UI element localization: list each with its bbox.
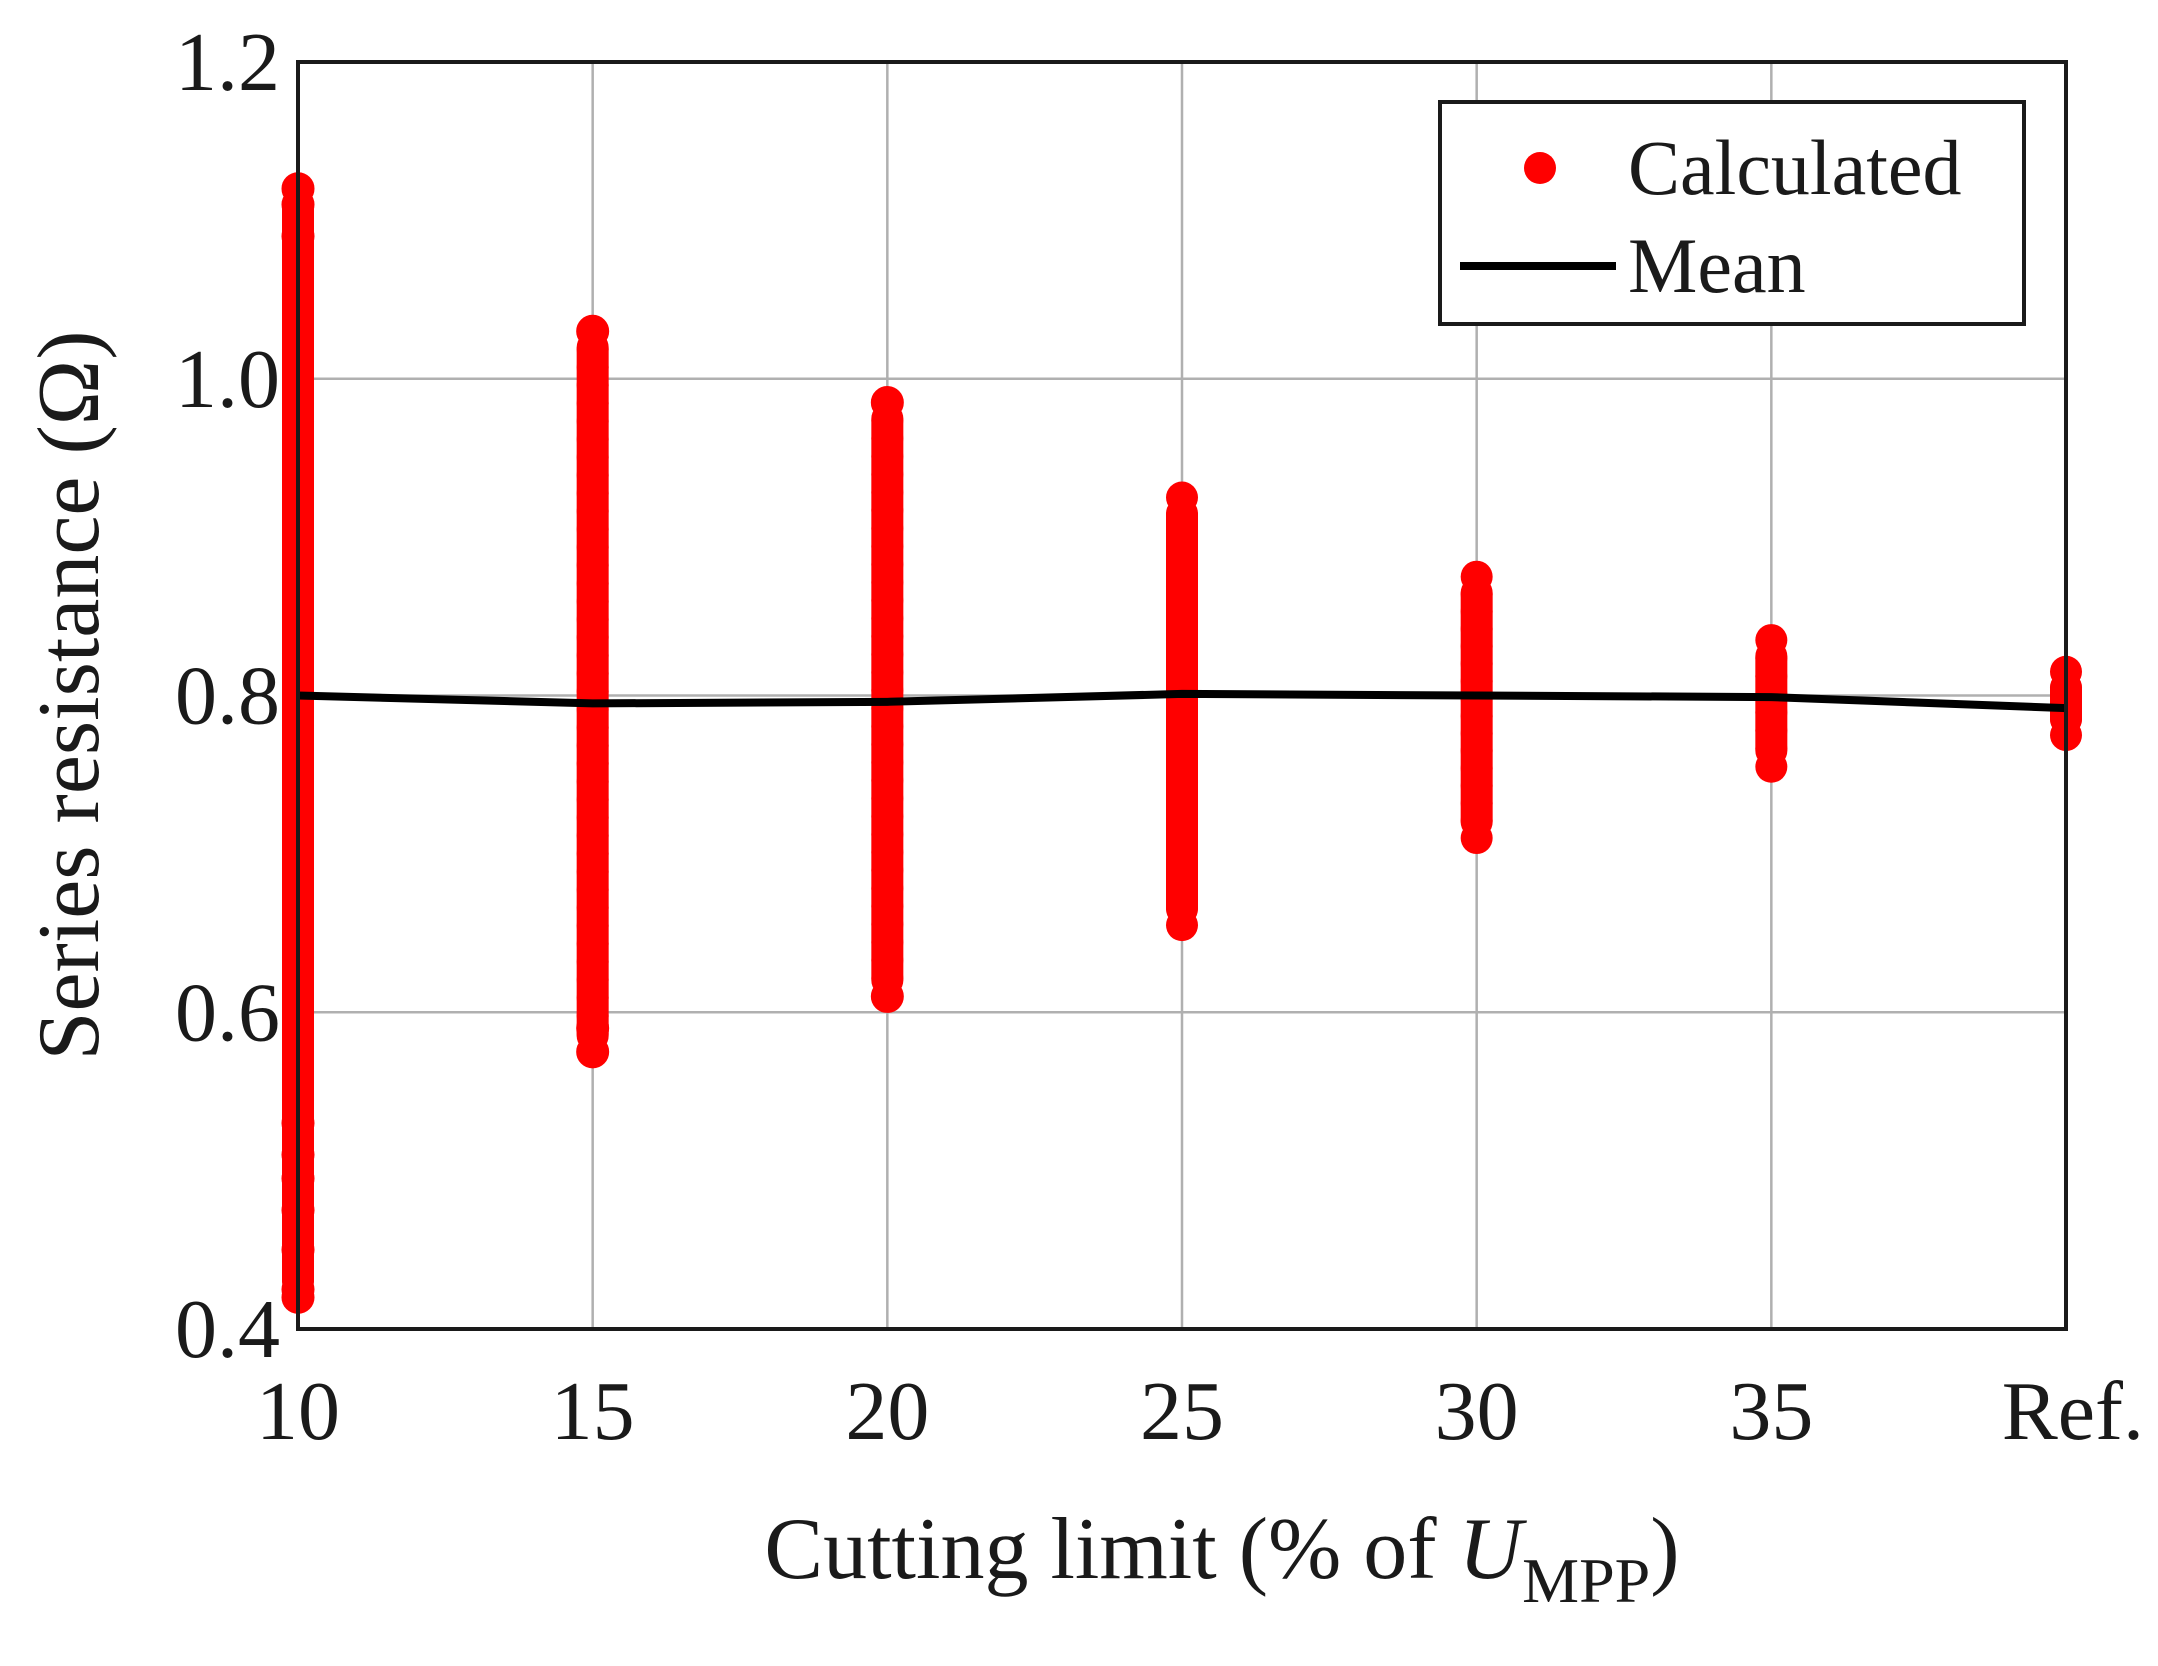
x-tick-label: 30 [1435,1365,1519,1458]
calculated-outlier-point [576,314,610,348]
legend-box [1438,100,2026,326]
y-tick-label: 0.6 [175,966,280,1059]
x-axis-label-variable: U [1459,1501,1528,1598]
calculated-outlier-point [870,979,904,1013]
calculated-point [871,980,904,1013]
calculated-point [1460,822,1493,855]
plot-frame [296,60,2068,1331]
legend-label-calculated: Calculated [1628,124,1962,211]
legend: Calculated Mean [1438,100,2026,326]
x-axis-label-main: Cutting limit (% of [764,1501,1458,1598]
mean-line [297,689,2067,713]
calculated-outlier-point [576,1011,610,1045]
x-axis-label: Cutting limit (% of UMPP) [764,1501,1679,1616]
y-tick-label: 0.8 [175,650,280,743]
x-tick-label: 15 [551,1365,635,1458]
calculated-point [1166,909,1198,942]
x-tick-label: Ref. [2002,1365,2144,1458]
calculated-outlier-point [870,386,904,420]
legend-label-mean: Mean [1628,222,1806,309]
x-tick-label: 10 [256,1365,340,1458]
x-axis-label-subscript: MPP [1522,1545,1650,1616]
y-tick-label: 1.0 [175,333,280,426]
calculated-point [1755,750,1788,783]
y-tick-label: 0.4 [175,1283,280,1376]
calculated-point [576,1035,609,1068]
x-tick-label: 20 [845,1365,929,1458]
tick-labels: 0.4 0.6 0.8 1.0 1.2 10 15 20 25 30 35 Ref. [175,16,2144,1458]
calculated-outlier-point [576,1035,610,1069]
x-tick-label: 35 [1729,1365,1813,1458]
x-tick-label: 25 [1140,1365,1224,1458]
legend-marker-calculated [1524,152,1556,184]
y-tick-label: 1.2 [175,16,280,109]
data-series [281,172,2082,1314]
y-axis-label: Series resistance (Ω) [21,331,118,1061]
x-axis-label-close: ) [1650,1501,1679,1598]
